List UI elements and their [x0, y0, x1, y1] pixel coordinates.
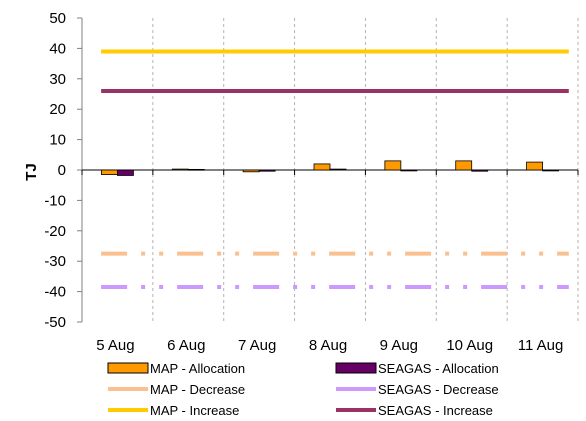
x-tick-label: 7 Aug	[238, 337, 276, 354]
bar-seagas-allocation	[542, 169, 559, 172]
bar-seagas-allocation	[329, 168, 347, 171]
bar-seagas-allocation	[187, 168, 205, 171]
legend-label: MAP - Allocation	[150, 361, 245, 376]
y-tick-label: 30	[49, 71, 66, 88]
legend-swatch	[335, 362, 377, 374]
x-tick-label: 9 Aug	[380, 337, 418, 354]
x-tick-label: 10 Aug	[446, 337, 493, 354]
y-tick-label: -20	[44, 223, 66, 240]
y-tick-label: 10	[49, 132, 66, 149]
legend-label: SEAGAS - Allocation	[378, 361, 499, 376]
bar-map-allocation	[455, 160, 473, 171]
bar-map-allocation	[171, 168, 189, 171]
legend-item: MAP - Allocation	[107, 361, 245, 376]
legend-label: MAP - Increase	[150, 403, 239, 418]
legend-label: SEAGAS - Decrease	[378, 382, 499, 397]
bar-map-allocation	[101, 169, 118, 175]
legend-label: MAP - Decrease	[150, 382, 245, 397]
legend-item: MAP - Decrease	[108, 382, 245, 397]
legend-item: SEAGAS - Increase	[336, 403, 493, 418]
legend-label: SEAGAS - Increase	[378, 403, 493, 418]
y-tick-label: 50	[49, 10, 66, 27]
bar-seagas-allocation	[471, 169, 489, 172]
legend-item: SEAGAS - Allocation	[335, 361, 499, 376]
legend-item: SEAGAS - Decrease	[336, 382, 499, 397]
y-tick-label: -50	[44, 314, 66, 331]
legend-swatch	[107, 362, 149, 374]
y-tick-label: -10	[44, 192, 66, 209]
y-tick-label: 40	[49, 40, 66, 57]
bar-seagas-allocation	[117, 169, 134, 176]
x-tick-label: 11 Aug	[518, 337, 564, 354]
bars	[101, 160, 559, 176]
legend: MAP - Allocation SEAGAS - Allocation MAP -…	[107, 361, 499, 418]
bar-map-allocation	[313, 163, 331, 171]
y-tick-label: -40	[44, 284, 66, 301]
bar-map-allocation	[526, 161, 543, 171]
reference-lines	[101, 49, 569, 290]
y-tick-label: 0	[58, 162, 66, 179]
tick-labels: 50 40 30 20 10 0 -10 -20 -30 -40 -50 5 Aug 6 Aug 7 Au…	[44, 10, 563, 354]
bar-seagas-allocation	[400, 169, 418, 172]
y-tick-label: -30	[44, 253, 66, 270]
x-tick-label: 8 Aug	[309, 337, 347, 354]
legend-item: MAP - Increase	[108, 403, 239, 418]
y-axis-label: TJ	[23, 163, 40, 181]
x-tick-label: 5 Aug	[96, 337, 134, 354]
bar-map-allocation	[384, 160, 402, 171]
y-tick-label: 20	[49, 101, 66, 118]
x-tick-label: 6 Aug	[167, 337, 205, 354]
bar-seagas-allocation	[258, 169, 276, 172]
bar-map-allocation	[242, 169, 260, 173]
